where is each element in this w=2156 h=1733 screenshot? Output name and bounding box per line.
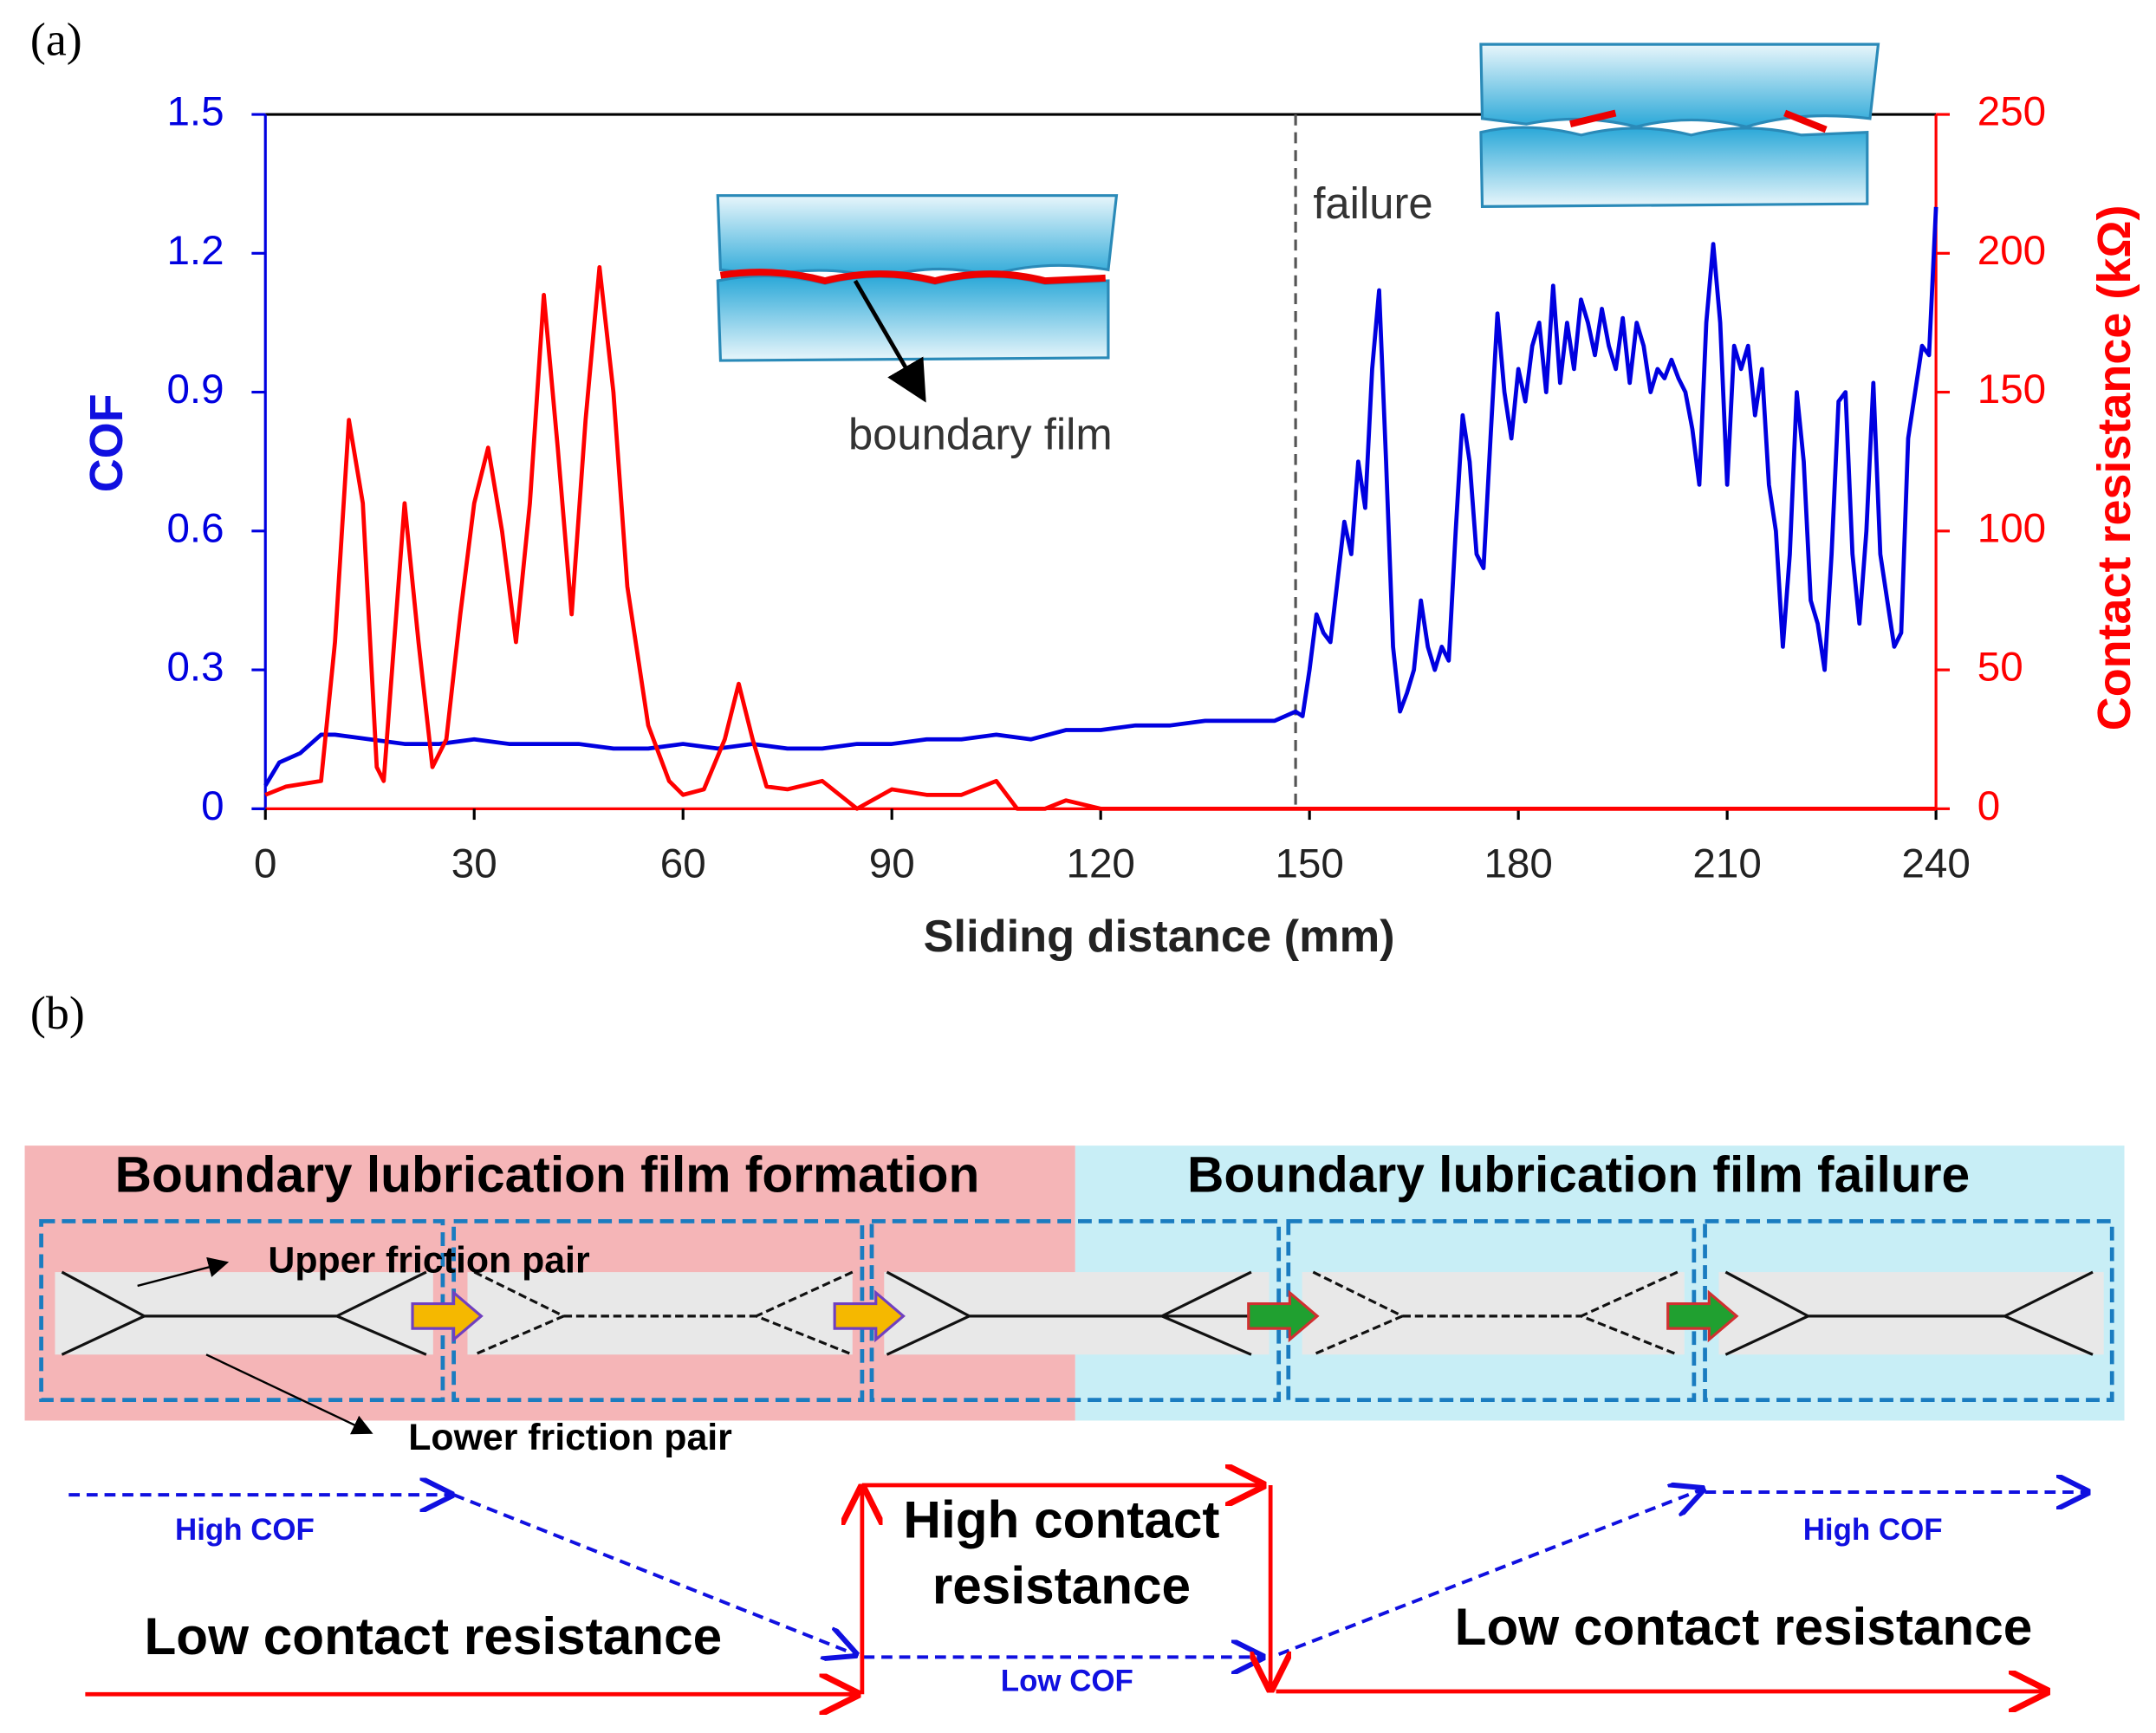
panel-label: (b) — [30, 987, 85, 1039]
resistance-path — [85, 1485, 2046, 1694]
y-tick-label: 0.3 — [166, 645, 224, 691]
y2-tick-label: 200 — [1977, 228, 2046, 274]
x-tick-label: 120 — [1066, 841, 1134, 887]
label: Low contact resistance — [144, 1606, 722, 1665]
annotation: failure — [1313, 178, 1432, 228]
y2-tick-label: 0 — [1977, 783, 2000, 829]
x-tick-label: 0 — [254, 841, 276, 887]
cof-path — [68, 1490, 2087, 1658]
label: Low contact resistance — [1455, 1597, 2033, 1656]
panel-label: (a) — [30, 14, 82, 66]
label: Low COF — [1001, 1665, 1133, 1698]
y2-tick-label: 150 — [1977, 367, 2046, 412]
y-tick-label: 1.2 — [166, 228, 224, 274]
y-tick-label: 0.6 — [166, 505, 224, 551]
x-tick-label: 60 — [660, 841, 706, 887]
x-axis-label: Sliding distance (mm) — [924, 912, 1395, 962]
y-axis-label: COF — [81, 393, 133, 492]
y2-axis-label: Contact resistance (kΩ) — [2088, 204, 2140, 730]
x-tick-label: 150 — [1275, 841, 1343, 887]
line-series — [263, 206, 1938, 787]
stage-title: Boundary lubrication film formation — [115, 1147, 980, 1204]
x-tick-label: 30 — [451, 841, 497, 887]
label: High COF — [1803, 1513, 1943, 1547]
pointer — [205, 1353, 373, 1435]
stage-title: Boundary lubrication film failure — [1187, 1147, 1970, 1204]
inset-failure — [1479, 42, 1880, 208]
plot-area: 0 30 60 90 120 150 180 210 24000.30.60.91.21.505… — [166, 89, 2046, 887]
line-series — [264, 264, 1937, 811]
label: High contact — [903, 1490, 1219, 1548]
x-tick-label: 90 — [869, 841, 915, 887]
label: Upper friction pair — [268, 1239, 590, 1281]
friction-pairs — [55, 1270, 2104, 1356]
x-tick-label: 210 — [1692, 841, 1761, 887]
label: resistance — [932, 1556, 1191, 1615]
inset-boundary-film — [716, 194, 1119, 403]
y2-tick-label: 250 — [1977, 89, 2046, 135]
y-tick-label: 0 — [201, 783, 224, 829]
x-tick-label: 180 — [1484, 841, 1552, 887]
pointer — [137, 1256, 230, 1288]
x-tick-label: 240 — [1901, 841, 1970, 887]
y-tick-label: 1.5 — [166, 89, 224, 135]
label: Lower friction pair — [408, 1417, 732, 1458]
y-tick-label: 0.9 — [166, 367, 224, 412]
y2-tick-label: 100 — [1977, 505, 2046, 551]
label: High COF — [175, 1513, 315, 1547]
annotation: boundary film — [848, 409, 1113, 458]
y2-tick-label: 50 — [1977, 645, 2023, 691]
transition-arrows — [411, 1289, 1739, 1343]
